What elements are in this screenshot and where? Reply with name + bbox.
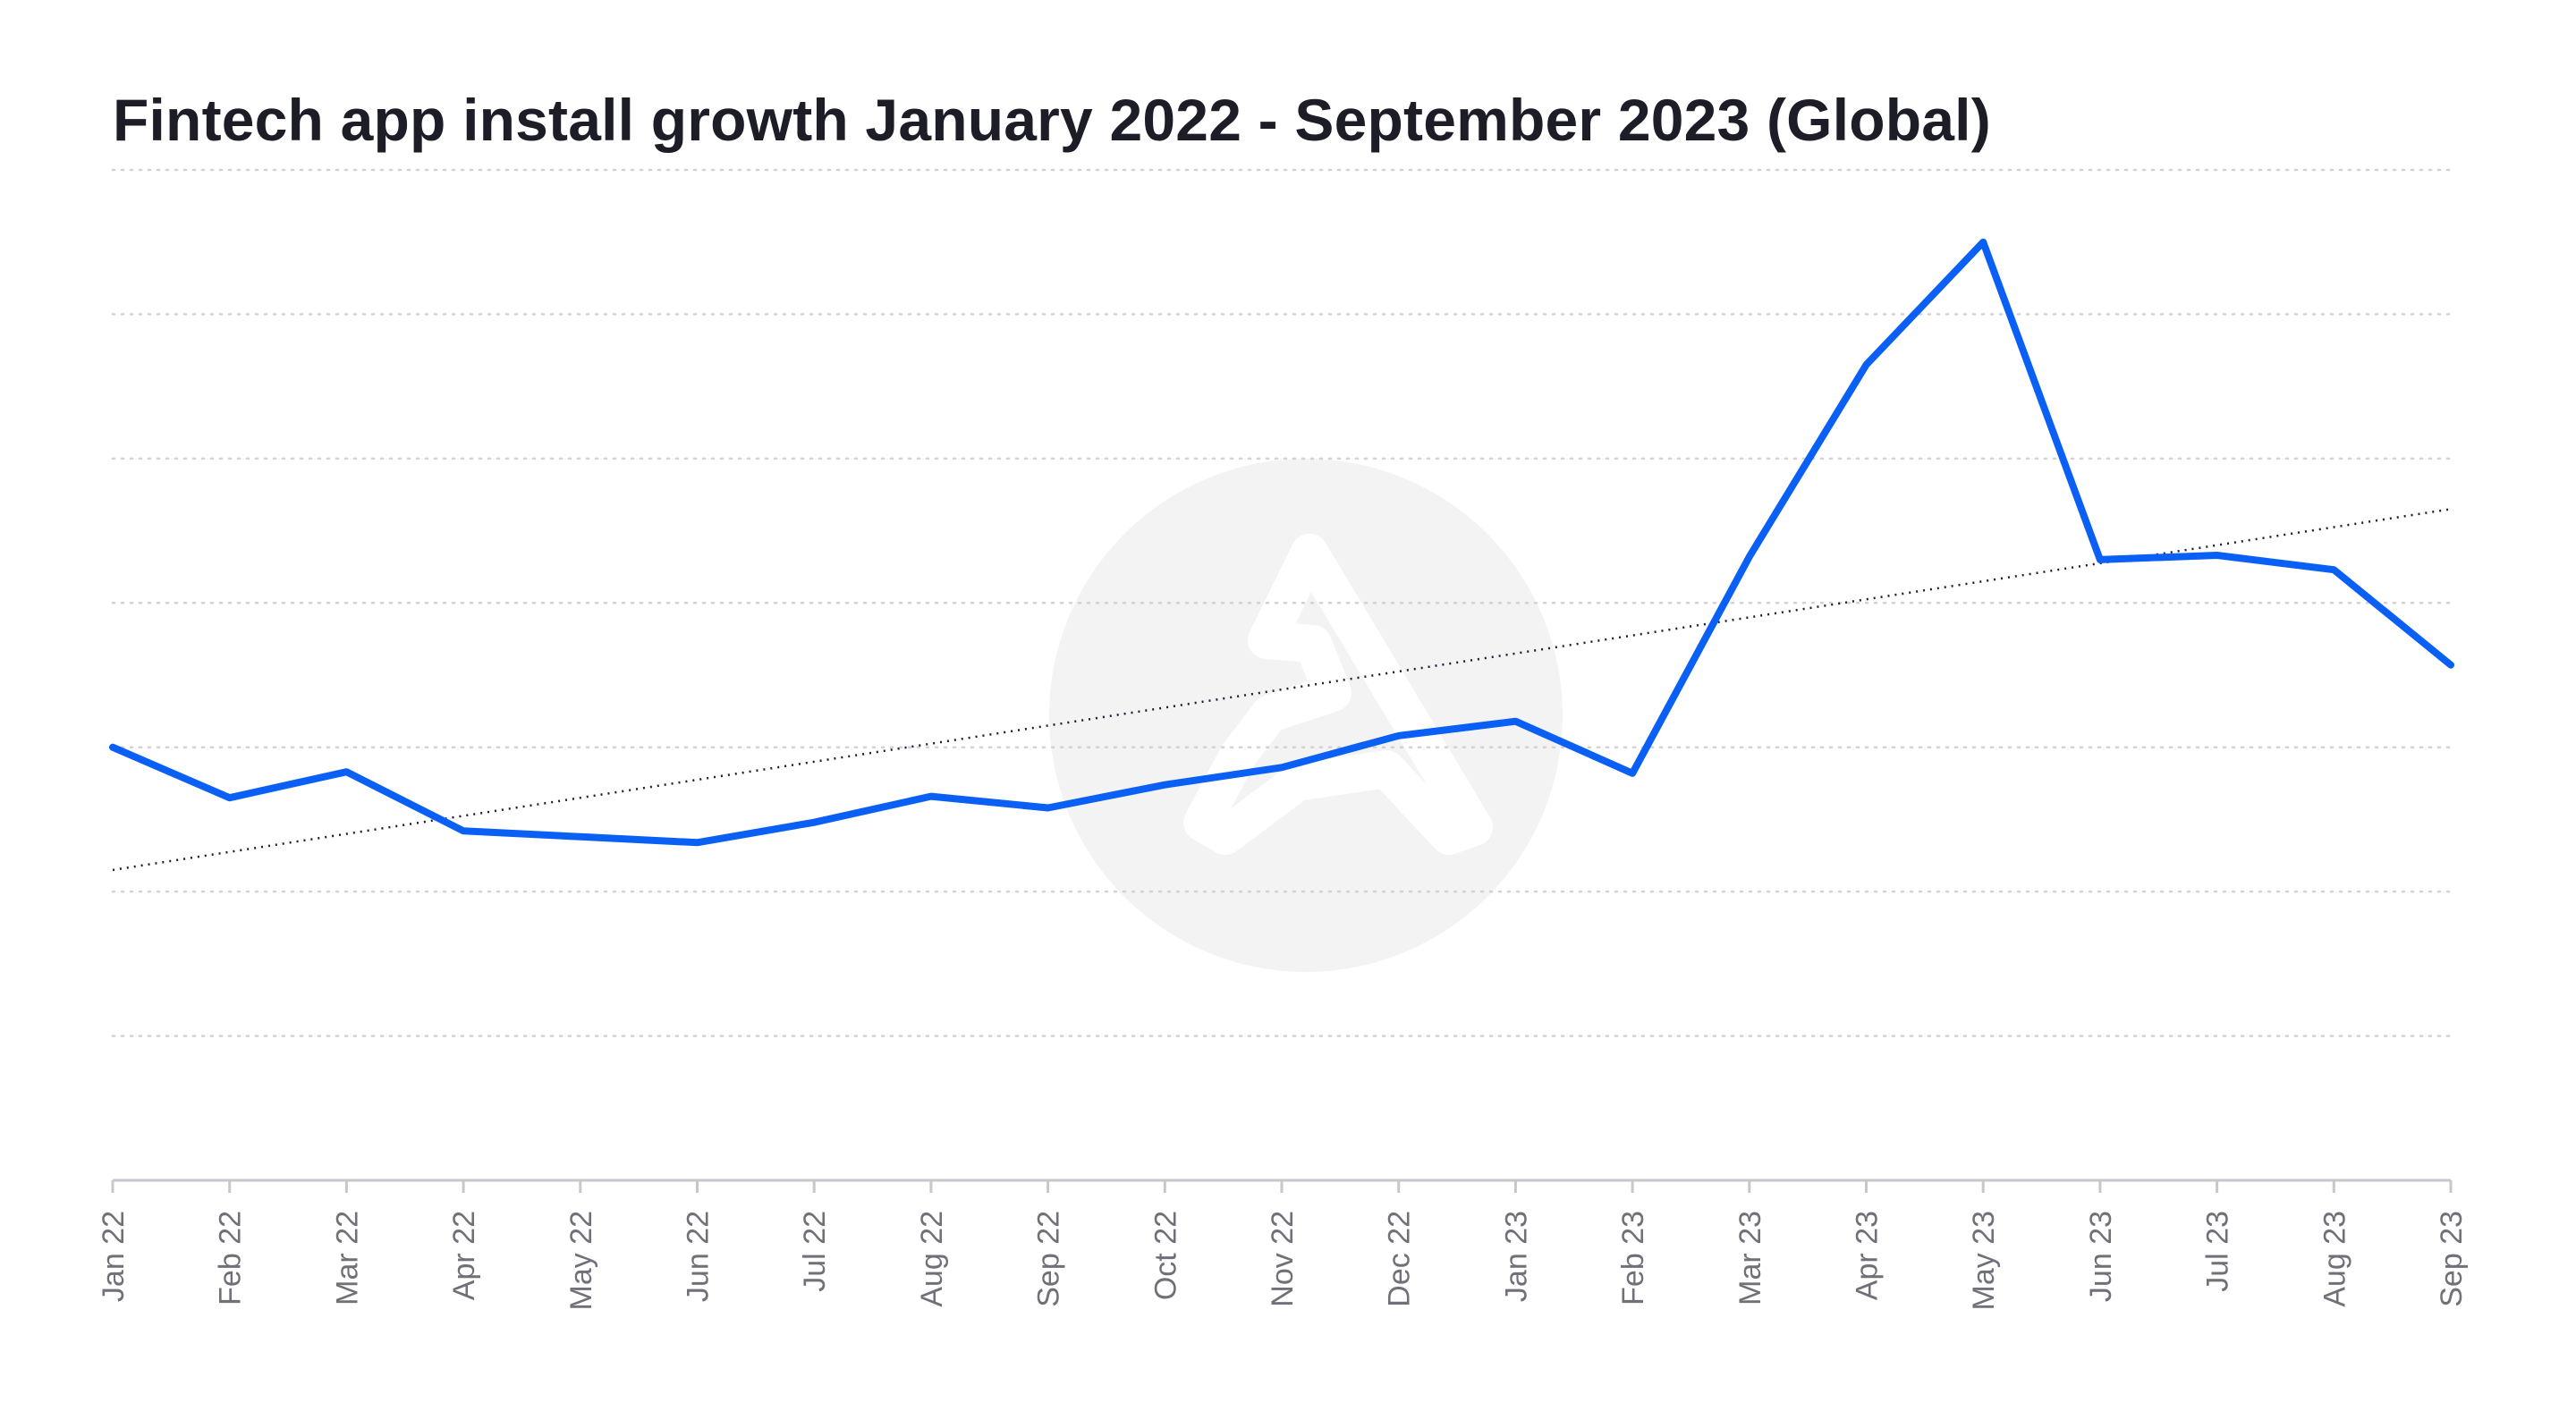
chart-title: Fintech app install growth January 2022 … <box>113 87 1991 153</box>
x-tick-labels: Jan 22 Feb 22 Mar 22 Apr 22 May 22 Jun 22 Jul … <box>97 1211 2469 1311</box>
x-tick-label: Jun 22 <box>682 1211 716 1302</box>
x-tick-label: Aug 23 <box>2318 1211 2351 1307</box>
x-tick-label: Aug 22 <box>915 1211 949 1307</box>
x-tick-label: Jul 22 <box>798 1211 832 1292</box>
x-tick-label: Sep 22 <box>1032 1211 1066 1307</box>
x-tick-label: Jun 23 <box>2084 1211 2118 1302</box>
x-tick-label: Nov 22 <box>1266 1211 1300 1307</box>
x-tick-label: Jul 23 <box>2201 1211 2235 1292</box>
x-tick-label: Dec 22 <box>1383 1211 1417 1307</box>
x-tick-label: Jan 22 <box>97 1211 131 1302</box>
x-tick-label: Oct 22 <box>1148 1211 1182 1300</box>
watermark-glyph <box>1183 534 1493 855</box>
series-line <box>109 238 2454 847</box>
x-tick-label: Sep 23 <box>2435 1211 2469 1307</box>
x-tick-label: Mar 22 <box>330 1211 364 1305</box>
x-ticks <box>111 1180 2453 1193</box>
x-tick-label: Feb 22 <box>214 1211 248 1305</box>
x-tick-label: May 22 <box>564 1211 598 1311</box>
watermark-logo-icon <box>1049 459 1563 972</box>
x-tick-label: Mar 23 <box>1733 1211 1767 1305</box>
trendline <box>112 508 2452 872</box>
x-tick-label: May 23 <box>1967 1211 2001 1311</box>
x-tick-label: Jan 23 <box>1499 1211 1533 1302</box>
x-tick-label: Apr 23 <box>1851 1211 1885 1300</box>
x-tick-label: Feb 23 <box>1616 1211 1650 1305</box>
x-tick-label: Apr 22 <box>447 1211 481 1300</box>
